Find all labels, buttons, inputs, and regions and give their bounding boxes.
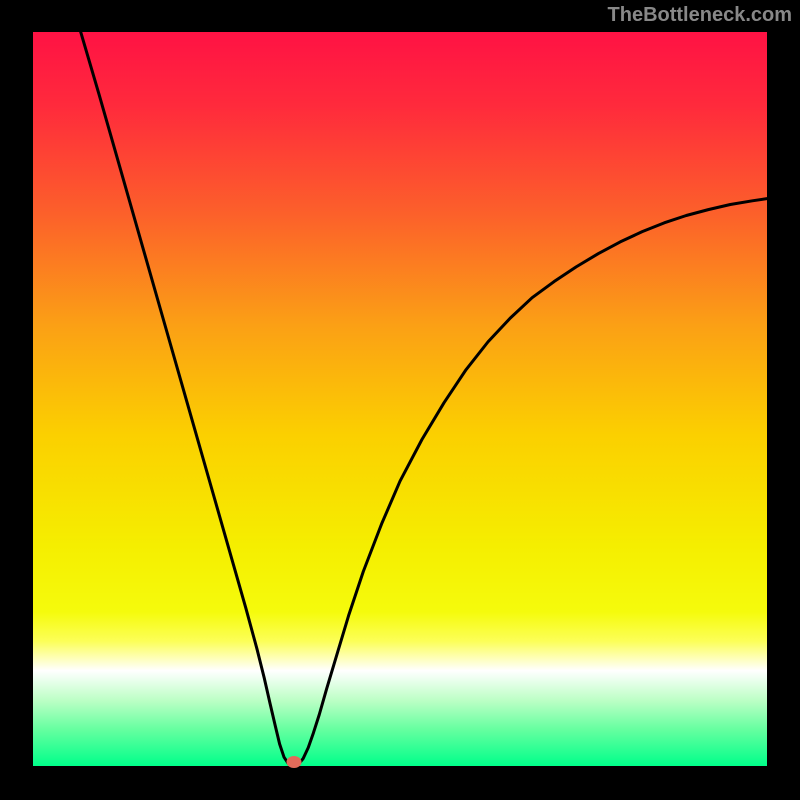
watermark-text: TheBottleneck.com (608, 4, 792, 27)
bottleneck-curve (33, 32, 767, 766)
plot-area (33, 32, 767, 766)
chart-container: TheBottleneck.com (0, 0, 800, 800)
optimum-marker (286, 756, 301, 768)
